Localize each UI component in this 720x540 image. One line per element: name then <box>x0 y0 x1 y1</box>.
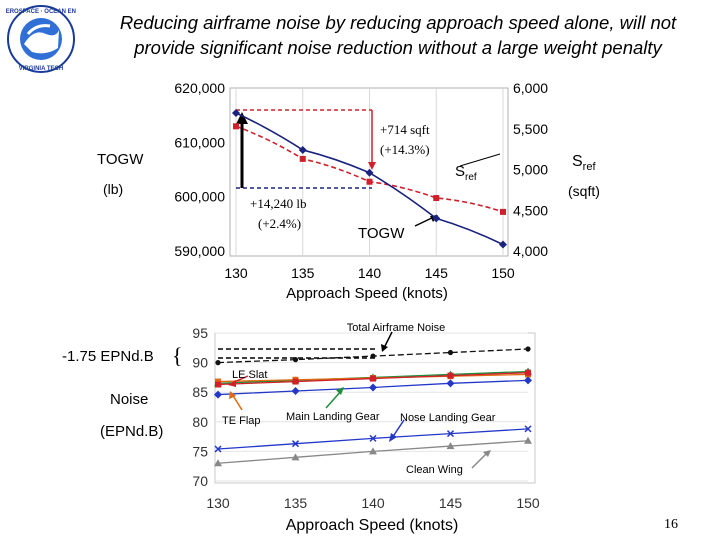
chart2-point-clean-wing <box>446 442 455 450</box>
chart1-x-tick: 145 <box>425 265 449 281</box>
chart1-point-sref <box>233 123 239 130</box>
chart2-y-unit: (EPNd.B) <box>100 423 163 440</box>
togw-delta-label: +14,240 lb <box>250 196 306 211</box>
chart1-x-tick: 130 <box>224 265 248 281</box>
chart2-y-label: Noise <box>110 391 148 408</box>
slide-title: Reducing airframe noise by reducing appr… <box>119 12 677 58</box>
chart2-point-nose-landing-gear <box>524 376 532 385</box>
chart1-y2-tick: 6,000 <box>513 80 548 96</box>
virginia-tech-aoe-logo: AEROSPACE · OCEAN ENG VIRGINIA TECH <box>6 5 76 73</box>
chart1-x-tick: 140 <box>358 265 382 281</box>
chart2-y-tick: 90 <box>192 355 208 371</box>
chart2-point-total-airframe-noise <box>447 349 454 356</box>
slide-number: 16 <box>664 517 678 532</box>
sref-delta-arrowhead <box>368 162 376 170</box>
chart2-point-blue-x-series <box>214 445 222 453</box>
chart2-point-clean-wing <box>214 459 222 467</box>
chart2-point-total-airframe-noise <box>525 346 531 352</box>
chart1-point-sref <box>366 178 373 185</box>
chart2-point-total-airframe-noise <box>370 353 376 359</box>
svg-text:AEROSPACE · OCEAN ENG: AEROSPACE · OCEAN ENG <box>6 9 76 15</box>
chart2-y-tick: 95 <box>192 325 208 341</box>
chart2-x-tick: 130 <box>206 495 230 511</box>
chart1-y2-tick: 5,000 <box>513 162 548 178</box>
chart1-y2-tick: 4,500 <box>513 202 548 218</box>
chart2-point-nose-landing-gear <box>214 390 222 399</box>
chart2-point-main-landing-gear <box>447 372 454 379</box>
chart1-y2-unit: (sqft) <box>568 183 600 199</box>
chart1-y-label: TOGW <box>97 151 144 168</box>
noise-delta-label: -1.75 EPNd.B <box>62 348 154 365</box>
chart2-y-tick: 80 <box>192 414 208 430</box>
chart2-point-clean-wing <box>369 447 377 455</box>
nose-landing-gear-label: Nose Landing Gear <box>400 412 496 424</box>
togw-delta-pct-label: (+2.4%) <box>258 216 301 231</box>
chart2-point-total-airframe-noise <box>292 357 299 363</box>
sref-delta-label: +714 sqft <box>380 122 430 137</box>
clean-wing-label: Clean Wing <box>406 464 463 476</box>
chart2-point-main-landing-gear <box>525 369 531 376</box>
te-flap-label: TE Flap <box>222 415 261 427</box>
chart2-point-clean-wing <box>524 436 532 444</box>
main-landing-gear-label: Main Landing Gear <box>286 411 380 423</box>
chart2-point-nose-landing-gear <box>369 383 377 392</box>
chart1-point-togw <box>298 145 307 154</box>
chart1-point-sref <box>433 195 440 202</box>
chart2-point-blue-x-series <box>446 430 455 438</box>
chart2-point-blue-x-series <box>524 425 532 433</box>
clean-wing-pointer <box>471 451 489 469</box>
chart1-y-tick: 610,000 <box>174 134 225 150</box>
chart2-point-main-landing-gear <box>370 375 376 382</box>
chart1-y2-tick: 5,500 <box>513 121 548 137</box>
chart2-point-nose-landing-gear <box>291 387 300 396</box>
chart2-point-main-landing-gear <box>215 381 221 388</box>
chart2-point-total-airframe-noise <box>215 360 221 366</box>
chart1-point-togw <box>499 240 507 249</box>
chart1-x-tick: 135 <box>291 265 315 281</box>
chart-togw-sref: 620,000 610,000 600,000 590,000 6,000 5,500 5… <box>97 80 600 302</box>
chart-airframe-noise: 95 90 85 80 75 70 130 135 140 145 150 Total Airfr… <box>62 322 540 534</box>
chart1-y2-label: Sref <box>572 153 596 173</box>
chart1-y-tick: 590,000 <box>174 243 225 259</box>
chart1-y-unit: (lb) <box>103 181 123 197</box>
chart2-x-tick: 140 <box>361 495 385 511</box>
sref-series-label: Sref <box>455 163 477 183</box>
chart1-x-tick: 150 <box>491 265 515 281</box>
chart2-y-tick: 85 <box>192 384 208 400</box>
chart1-y2-tick: 4,000 <box>513 243 548 259</box>
chart2-x-label: Approach Speed (knots) <box>286 517 459 534</box>
sref-label-pointer <box>459 153 501 167</box>
chart2-y-tick: 70 <box>192 473 208 489</box>
chart1-x-label: Approach Speed (knots) <box>286 285 448 302</box>
chart1-point-sref <box>299 155 306 162</box>
chart1-y-tick: 620,000 <box>174 80 225 96</box>
total-noise-pointer <box>383 331 393 349</box>
chart2-point-main-landing-gear <box>292 378 299 385</box>
chart1-point-sref <box>500 208 506 215</box>
chart2-point-nose-landing-gear <box>446 379 455 388</box>
chart1-point-togw <box>432 214 441 223</box>
chart2-point-blue-x-series <box>291 440 300 448</box>
chart1-y-tick: 600,000 <box>174 189 225 205</box>
sref-delta-pct-label: (+14.3%) <box>380 142 430 157</box>
svg-text:VIRGINIA TECH: VIRGINIA TECH <box>19 66 63 72</box>
togw-delta-arrowhead <box>236 112 248 124</box>
chart2-y-tick: 75 <box>192 443 208 459</box>
chart1-point-togw <box>365 168 374 177</box>
noise-delta-brace: { <box>172 343 183 368</box>
chart2-x-tick: 135 <box>284 495 308 511</box>
chart2-point-clean-wing <box>291 453 300 461</box>
chart1-point-togw <box>232 108 240 117</box>
chart2-point-blue-x-series <box>369 434 377 442</box>
chart2-x-tick: 145 <box>439 495 463 511</box>
le-slat-label: LE Slat <box>232 369 267 381</box>
total-airframe-noise-label: Total Airframe Noise <box>347 322 445 334</box>
togw-series-label: TOGW <box>358 225 405 242</box>
chart2-x-tick: 150 <box>516 495 540 511</box>
